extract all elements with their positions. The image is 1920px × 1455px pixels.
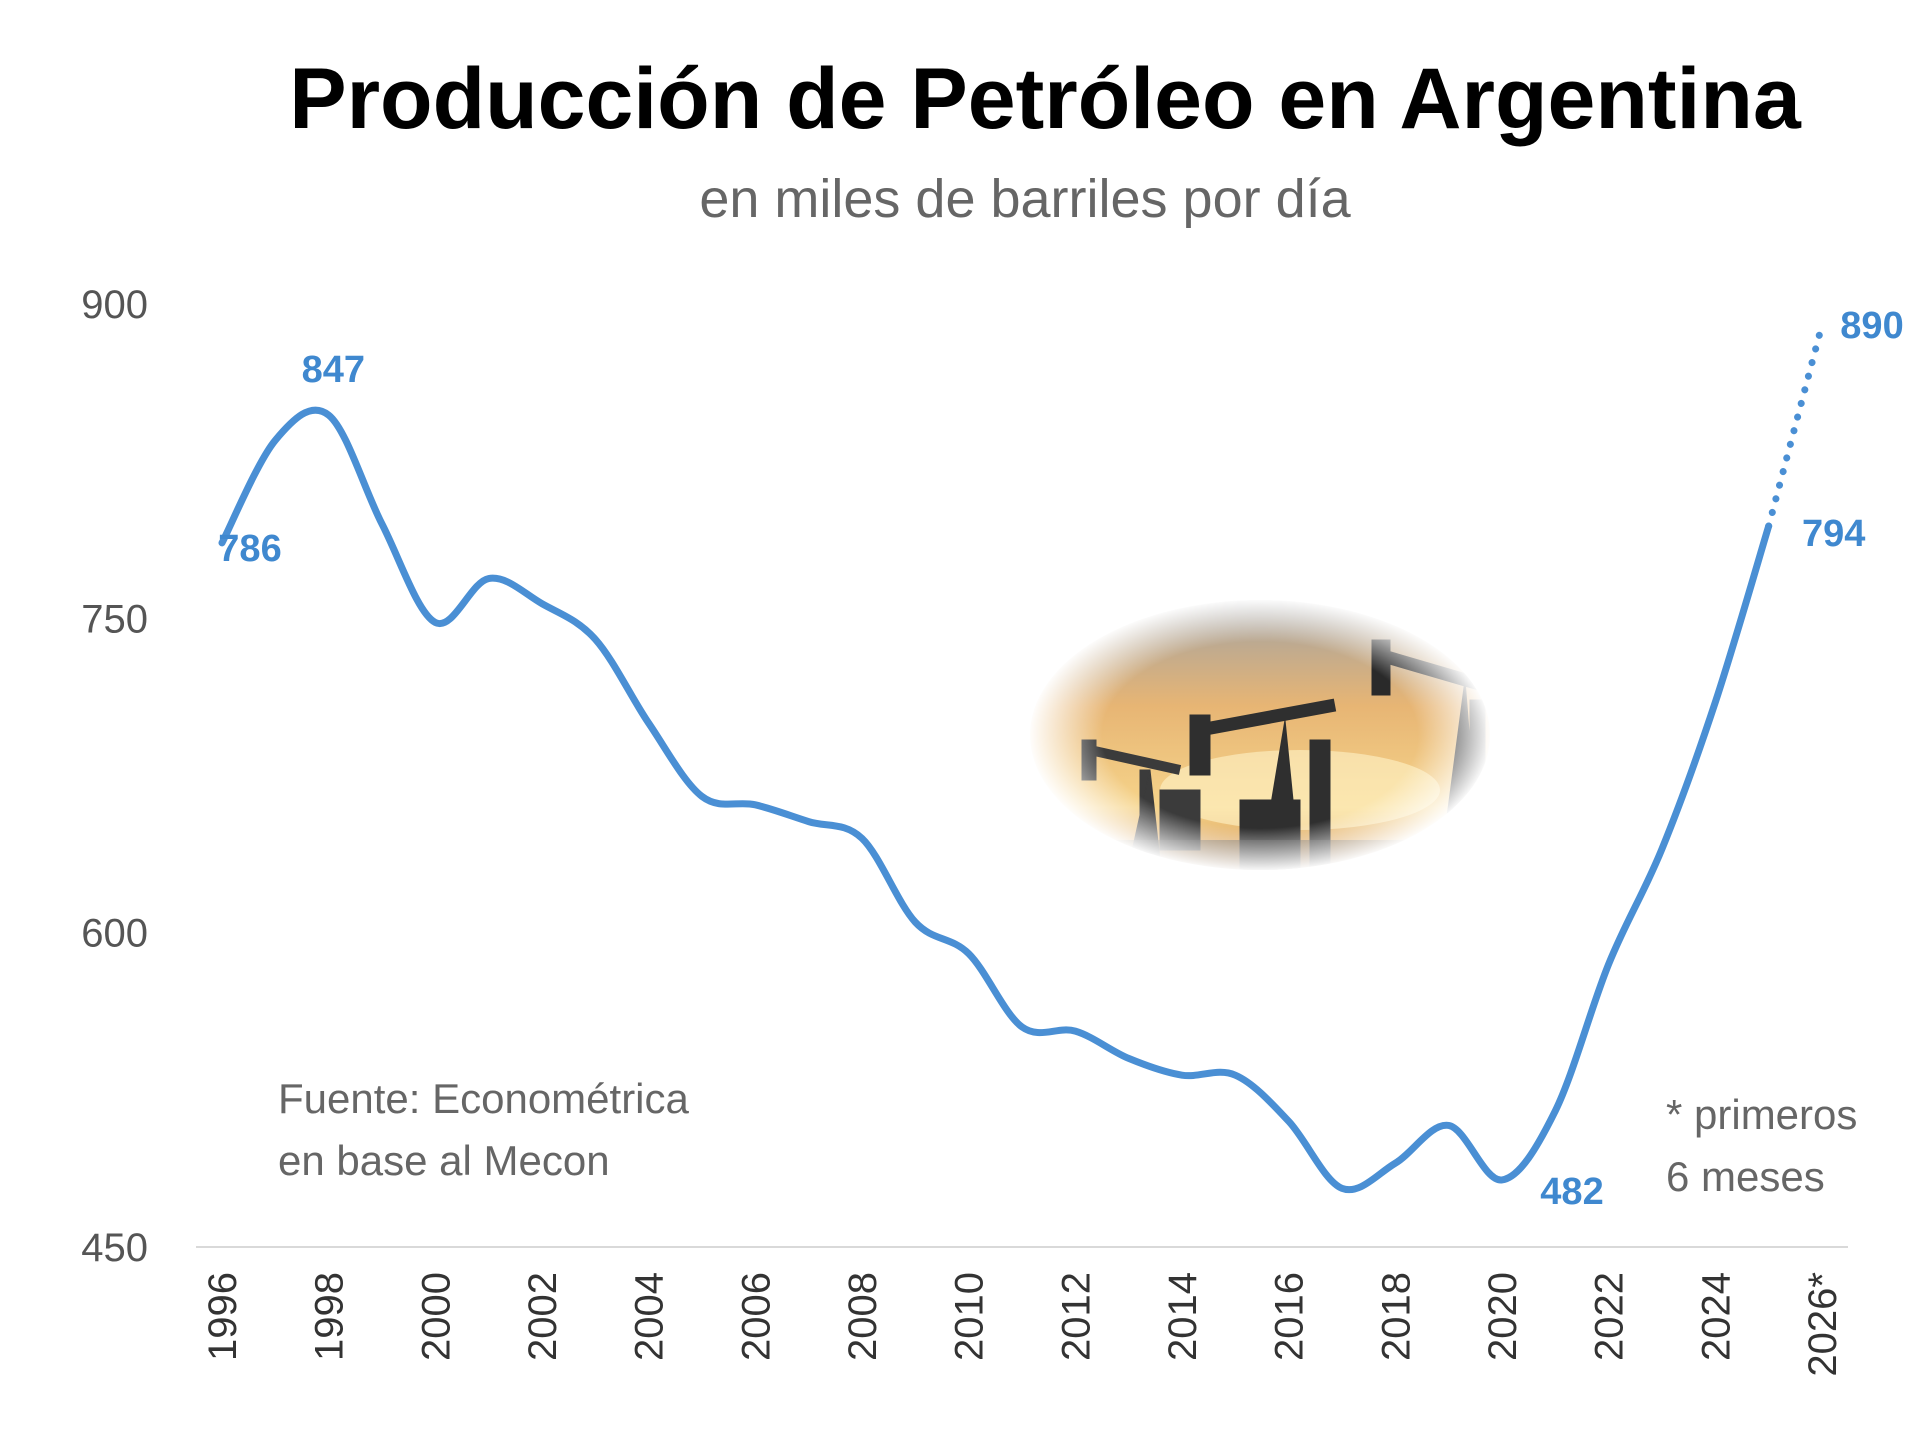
chart-title: Producción de Petróleo en Argentina [289, 51, 1801, 147]
data-label: 482 [1540, 1171, 1603, 1213]
x-tick-label: 2014 [1161, 1272, 1205, 1361]
data-labels: 847 786 482 794 890 [218, 305, 1903, 1213]
source-note-line1: Fuente: Econométrica [278, 1075, 689, 1122]
x-axis-ticks: 1996 1998 2000 2002 2004 2006 2008 2010 2012 2014… [201, 1272, 1845, 1377]
y-tick-label: 900 [81, 283, 148, 327]
data-label: 786 [218, 528, 281, 570]
x-tick-label: 2004 [628, 1272, 672, 1361]
y-tick-label: 600 [81, 912, 148, 956]
series-layer [218, 321, 1826, 1194]
x-tick-label: 2016 [1268, 1272, 1312, 1361]
x-tick-label: 2008 [841, 1272, 885, 1361]
projection-line [1765, 321, 1826, 530]
production-line [218, 406, 1773, 1194]
y-axis-ticks: 900 750 600 450 [81, 283, 148, 1270]
footnote-line2: 6 meses [1666, 1153, 1825, 1200]
x-tick-label: 2024 [1694, 1272, 1738, 1361]
footnote: * primeros 6 meses [1666, 1084, 1857, 1208]
footnote-line1: * primeros [1666, 1091, 1858, 1138]
x-tick-label: 2012 [1054, 1272, 1098, 1361]
x-tick-label: 2006 [734, 1272, 778, 1361]
source-note-line2: en base al Mecon [278, 1137, 610, 1184]
x-tick-label: 1998 [308, 1272, 352, 1361]
x-tick-label: 2026* [1801, 1272, 1845, 1377]
x-tick-label: 2018 [1374, 1272, 1418, 1361]
oil-pump-illustration [1028, 598, 1492, 872]
x-tick-label: 2022 [1588, 1272, 1632, 1361]
chart-subtitle: en miles de barriles por día [699, 169, 1351, 229]
y-tick-label: 450 [81, 1226, 148, 1270]
source-note: Fuente: Econométrica en base al Mecon [278, 1068, 689, 1192]
x-tick-label: 2010 [948, 1272, 992, 1361]
x-tick-label: 1996 [201, 1272, 245, 1361]
data-label: 847 [302, 349, 365, 391]
x-tick-label: 2000 [414, 1272, 458, 1361]
x-tick-label: 2002 [521, 1272, 565, 1361]
data-label: 890 [1840, 305, 1903, 347]
x-tick-label: 2020 [1481, 1272, 1525, 1361]
data-label: 794 [1802, 513, 1865, 555]
y-tick-label: 750 [81, 597, 148, 641]
